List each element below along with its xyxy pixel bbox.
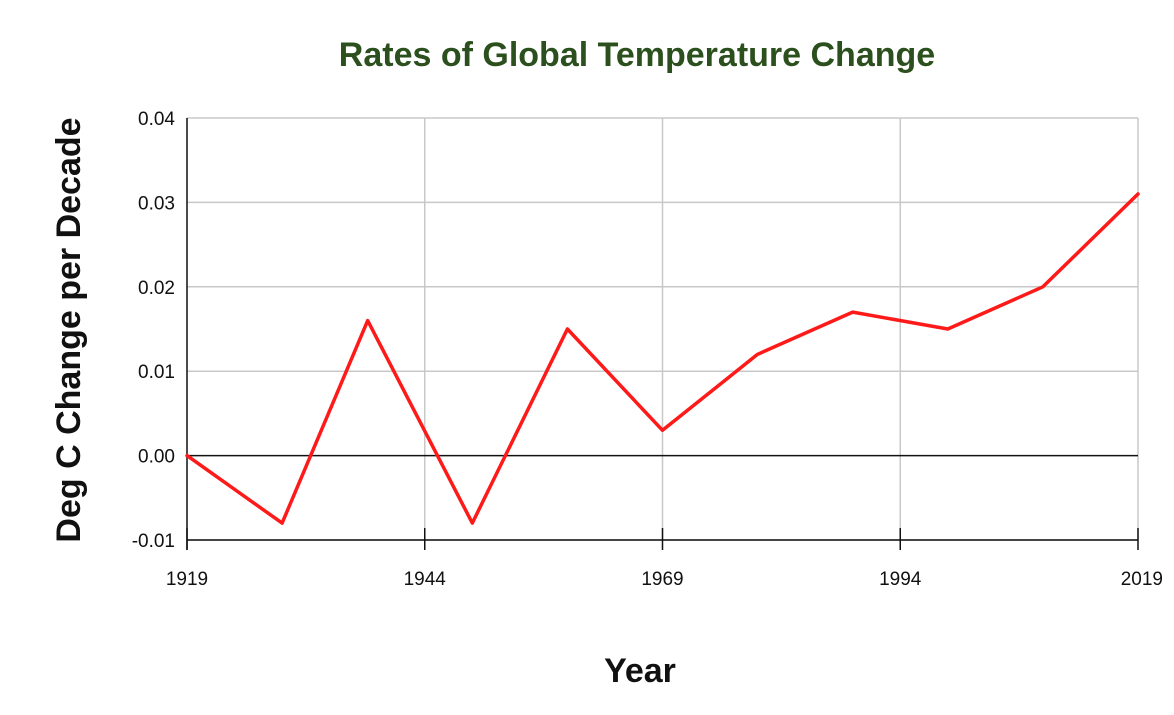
x-tick-label: 1919 [166,569,208,590]
series-layer [185,192,1140,525]
grid-lines [187,117,1139,541]
y-axis-title: Deg C Change per Decade [50,117,88,542]
x-tick-label: 2019 [1121,569,1163,590]
x-axis-title: Year [604,652,676,690]
x-tick-label: 1944 [404,569,447,590]
x-tick-labels: 1919 1944 1969 1994 2019 [166,569,1163,590]
axes [186,118,1139,550]
chart-title: Rates of Global Temperature Change [339,36,935,74]
y-tick-labels: -0.01 0.00 0.01 0.02 0.03 0.04 [132,109,176,552]
y-tick-label: 0.01 [138,362,175,383]
y-tick-label: 0.00 [138,447,175,468]
y-tick-label: -0.01 [132,531,175,552]
y-tick-label: 0.04 [138,109,175,130]
x-tick-label: 1969 [641,569,683,590]
y-tick-label: 0.02 [138,278,175,299]
y-tick-label: 0.03 [138,193,175,214]
series-line [185,192,1140,525]
x-tick-label: 1994 [879,569,922,590]
